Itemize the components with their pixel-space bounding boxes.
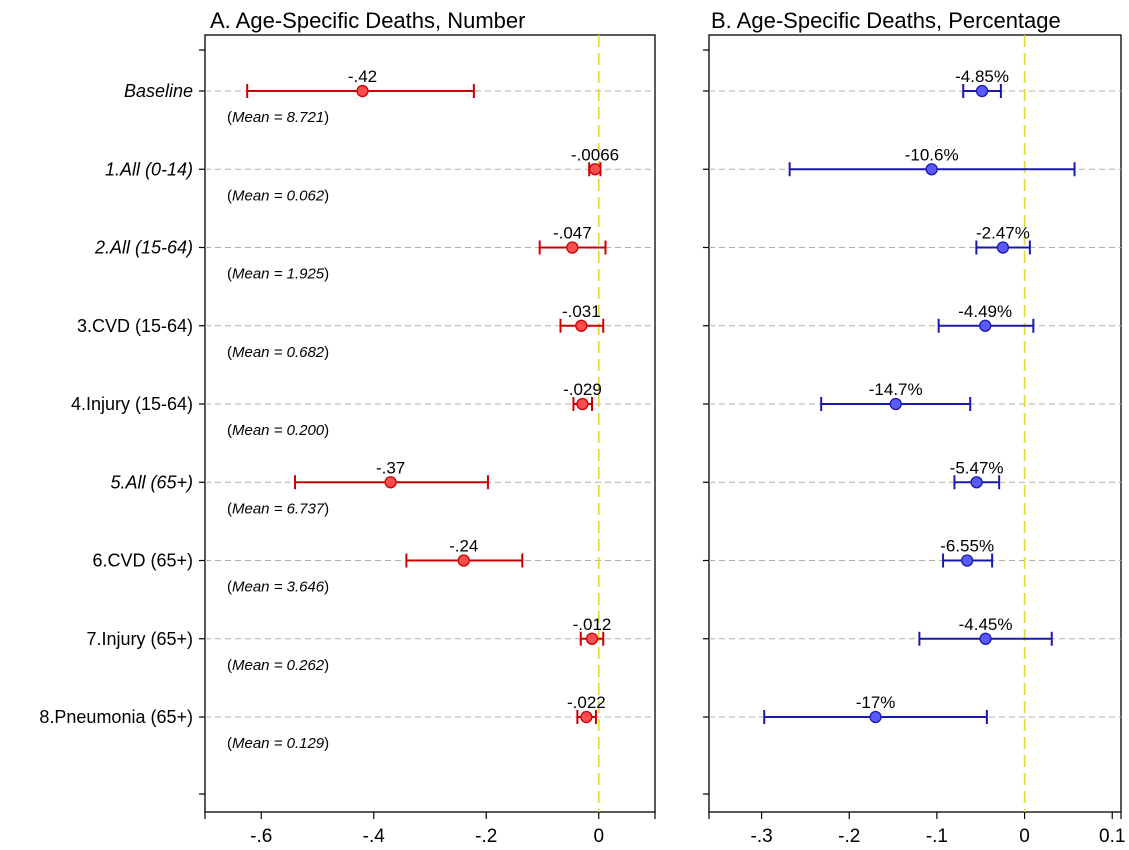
mean-value: Mean = 8.721 <box>232 109 324 126</box>
value-label: -5.47% <box>950 458 1004 477</box>
point-estimate <box>588 163 602 176</box>
plot-frame <box>204 34 656 813</box>
point-estimate <box>575 319 588 332</box>
value-label: -.42 <box>348 67 377 86</box>
row-label: 5.All (65+) <box>110 472 193 492</box>
value-label: -17% <box>856 693 896 712</box>
x-tick-label: -.2 <box>475 826 497 847</box>
value-label: -.022 <box>567 693 606 712</box>
mean-annotation: (Mean = 6.737) <box>227 500 329 517</box>
value-label: -.24 <box>449 537 478 556</box>
value-label: -.047 <box>553 224 592 243</box>
mean-value: Mean = 6.737 <box>232 500 325 517</box>
point-estimate <box>925 163 938 176</box>
x-tick-label: -.1 <box>926 826 948 847</box>
x-tick-label: -.4 <box>363 826 386 847</box>
value-label: -4.85% <box>955 67 1009 86</box>
row-label: 4.Injury (15-64) <box>71 394 193 414</box>
value-label: -.0066 <box>571 145 619 164</box>
point-estimate <box>869 710 882 724</box>
point-estimate <box>979 319 992 332</box>
mean-value: Mean = 1.925 <box>232 266 325 283</box>
row-label: 7.Injury (65+) <box>86 629 193 649</box>
point-estimate <box>975 84 989 98</box>
chart-title: A. Age-Specific Deaths, Number <box>210 8 525 33</box>
point-estimate <box>889 397 902 411</box>
value-label: -.029 <box>563 380 602 399</box>
x-tick-label: -.6 <box>250 826 272 847</box>
point-estimate <box>576 397 589 411</box>
point-estimate <box>996 241 1010 254</box>
row-label: 8.Pneumonia (65+) <box>39 707 193 727</box>
x-tick-label: 0.1 <box>1099 826 1125 847</box>
point-estimate <box>457 554 470 567</box>
value-label: -2.47% <box>976 224 1030 243</box>
point-estimate <box>566 241 579 254</box>
row-label: 1.All (0-14) <box>105 159 193 179</box>
point-estimate <box>970 476 983 489</box>
mean-value: Mean = 0.129 <box>232 735 325 752</box>
value-label: -.031 <box>562 302 601 321</box>
value-label: -4.49% <box>958 302 1012 321</box>
point-estimate <box>580 710 593 724</box>
point-estimate <box>356 84 369 98</box>
mean-value: Mean = 3.646 <box>232 579 325 596</box>
chart-panel-b: B. Age-Specific Deaths, Percentage -.3 -.2… <box>703 8 1125 847</box>
x-tick-label: -.2 <box>838 826 860 847</box>
point-estimate <box>585 632 599 645</box>
value-label: -10.6% <box>905 145 959 164</box>
mean-value: Mean = 0.200 <box>232 422 325 439</box>
mean-annotation: (Mean = 0.200) <box>227 422 329 439</box>
row-label: 3.CVD (15-64) <box>77 316 193 336</box>
x-tick-label: -.3 <box>751 826 773 847</box>
point-estimate <box>979 632 992 645</box>
point-estimate <box>384 476 397 489</box>
mean-value: Mean = 0.262 <box>232 657 325 674</box>
value-label: -.012 <box>573 615 612 634</box>
mean-value: Mean = 0.682 <box>232 344 325 361</box>
mean-annotation: (Mean = 0.682) <box>227 344 329 361</box>
value-label: -.37 <box>376 458 405 477</box>
row-label: Baseline <box>124 81 193 101</box>
mean-annotation: (Mean = 0.129) <box>227 735 329 752</box>
chart-panel-a: A. Age-Specific Deaths, Number -.6 -.4 -.2 0… <box>39 8 656 847</box>
x-tick-label: 0 <box>1019 826 1030 847</box>
value-label: -14.7% <box>869 380 923 399</box>
mean-annotation: (Mean = 1.925) <box>227 266 329 283</box>
mean-annotation: (Mean = 0.262) <box>227 657 329 674</box>
value-label: -6.55% <box>940 537 994 556</box>
plot-frame <box>708 34 1122 813</box>
x-tick-label: 0 <box>593 826 604 847</box>
value-label: -4.45% <box>959 615 1013 634</box>
row-label: 6.CVD (65+) <box>92 551 193 571</box>
mean-value: Mean = 0.062 <box>232 187 325 204</box>
row-label: 2.All (15-64) <box>94 238 193 258</box>
chart-title: B. Age-Specific Deaths, Percentage <box>711 8 1061 33</box>
point-estimate <box>961 554 974 567</box>
mean-annotation: (Mean = 3.646) <box>227 579 329 596</box>
mean-annotation: (Mean = 8.721) <box>227 109 329 126</box>
mean-annotation: (Mean = 0.062) <box>227 187 329 204</box>
